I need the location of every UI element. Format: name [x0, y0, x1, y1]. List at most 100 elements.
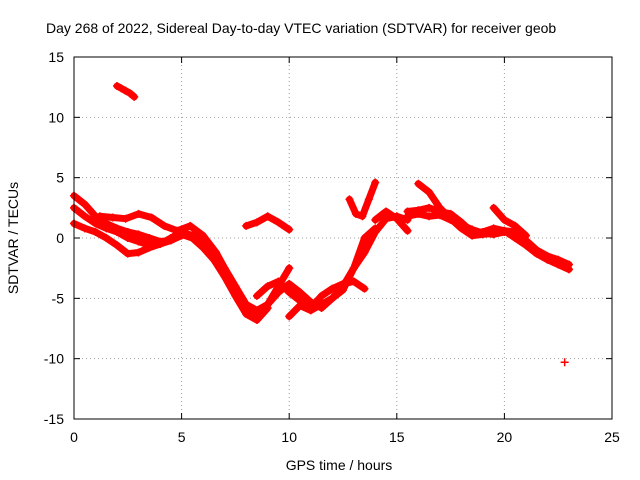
data-point — [435, 203, 444, 212]
x-tick-label: 25 — [604, 429, 620, 445]
data-point — [117, 84, 126, 93]
data-point — [457, 220, 466, 229]
data-point — [188, 231, 197, 240]
data-point — [186, 221, 195, 230]
data-point — [382, 214, 391, 223]
data-point — [371, 178, 380, 187]
data-point — [403, 226, 412, 235]
data-point — [382, 207, 391, 216]
data-point — [134, 230, 143, 239]
data-point — [252, 291, 261, 300]
series-arc-10 — [371, 207, 412, 235]
data-point — [414, 179, 423, 188]
data-point — [425, 203, 434, 212]
series-trace — [490, 204, 530, 240]
data-point — [285, 279, 294, 288]
data-point — [317, 291, 326, 300]
x-tick-label: 0 — [70, 429, 78, 445]
data-point — [371, 227, 380, 236]
data-point — [252, 316, 261, 325]
data-point — [317, 300, 326, 309]
y-tick-label: -5 — [52, 290, 65, 306]
data-point — [521, 231, 530, 240]
data-point — [532, 249, 541, 258]
data-point — [242, 221, 251, 230]
data-point — [446, 215, 455, 224]
series-arc-4 — [95, 209, 294, 315]
data-point — [403, 212, 412, 221]
data-point — [220, 264, 229, 273]
series-arc-15 — [560, 358, 569, 367]
data-point — [500, 227, 509, 236]
data-point — [199, 231, 208, 240]
y-tick-label: 0 — [56, 230, 64, 246]
data-point — [285, 312, 294, 321]
data-point — [511, 221, 520, 230]
data-point — [521, 241, 530, 250]
data-point — [252, 218, 261, 227]
data-point — [242, 310, 251, 319]
data-point — [123, 234, 132, 242]
data-point — [130, 92, 139, 101]
data-point — [489, 230, 498, 239]
data-point — [274, 277, 283, 286]
series-arc-14 — [489, 203, 530, 240]
data-point — [108, 213, 117, 222]
data-point — [252, 306, 261, 315]
data-point — [134, 248, 143, 257]
data-point — [328, 294, 337, 303]
data-point — [554, 260, 563, 269]
y-tick-label: -15 — [44, 411, 64, 427]
data-point — [500, 215, 509, 224]
y-tick-label: 5 — [56, 170, 64, 186]
y-tick-label: 10 — [48, 109, 64, 125]
data-point — [511, 234, 520, 242]
data-point — [242, 300, 251, 309]
x-axis-label: GPS time / hours — [286, 457, 393, 473]
data-point — [349, 264, 358, 273]
data-point — [425, 212, 434, 221]
data-point — [263, 212, 272, 221]
data-point — [145, 243, 154, 252]
data-point — [306, 306, 315, 315]
x-tick-label: 15 — [389, 429, 405, 445]
data-point — [263, 282, 272, 291]
data-point — [478, 229, 487, 238]
series-arc-8 — [285, 212, 412, 321]
data-point — [285, 288, 294, 297]
data-point — [95, 212, 104, 221]
series-arc-13 — [403, 209, 509, 239]
axis-ticks: 0 5 10 15 20 25 -15 -10 -5 0 5 10 15 — [44, 49, 620, 445]
data-point — [121, 214, 130, 223]
data-series — [70, 81, 573, 367]
data-point — [212, 248, 221, 257]
x-tick-label: 5 — [178, 429, 186, 445]
data-point — [371, 215, 380, 224]
data-point — [156, 240, 165, 249]
data-point — [351, 209, 360, 218]
data-point — [543, 255, 552, 264]
data-point — [274, 218, 283, 227]
y-tick-label: 15 — [48, 49, 64, 65]
data-point — [160, 221, 169, 230]
data-point — [80, 212, 89, 221]
data-point — [173, 226, 182, 235]
data-point — [285, 225, 294, 234]
data-point — [121, 86, 130, 95]
series-arc-2 — [70, 203, 272, 325]
data-point — [80, 200, 89, 209]
data-point — [125, 89, 134, 98]
data-point — [177, 231, 186, 240]
data-point — [360, 284, 369, 293]
data-point — [263, 300, 272, 309]
data-point — [147, 213, 156, 222]
data-point — [231, 282, 240, 291]
data-point — [358, 212, 367, 221]
data-point — [468, 225, 477, 234]
data-point — [91, 219, 100, 228]
data-point — [435, 211, 444, 220]
chart-title: Day 268 of 2022, Sidereal Day-to-day VTE… — [46, 20, 556, 36]
data-point — [102, 234, 111, 242]
data-point — [145, 234, 154, 242]
